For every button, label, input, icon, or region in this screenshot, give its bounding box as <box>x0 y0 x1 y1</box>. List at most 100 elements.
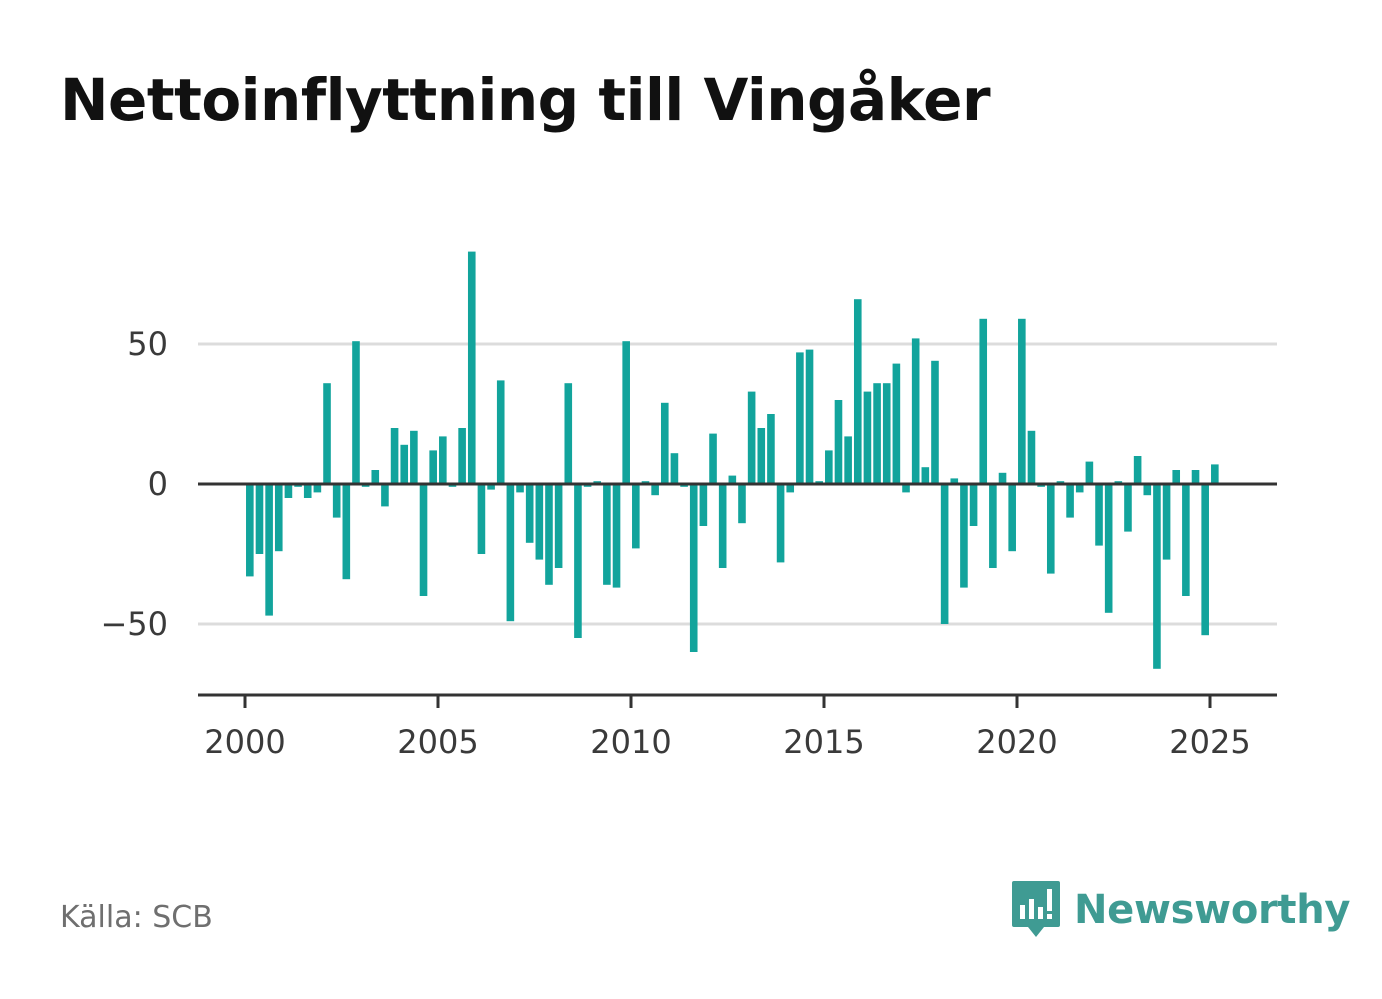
bar <box>525 484 534 543</box>
bar <box>574 484 582 638</box>
bar <box>381 484 389 507</box>
bar <box>1162 484 1171 560</box>
bar <box>535 484 544 560</box>
bar <box>805 349 814 484</box>
bar <box>284 484 293 498</box>
bar <box>352 341 360 484</box>
newsworthy-logo[interactable]: Newsworthy <box>1010 878 1351 942</box>
source-label: Källa: SCB <box>60 900 213 935</box>
chart-title: Nettoinflyttning till Vingåker <box>60 66 991 134</box>
bar <box>969 484 978 526</box>
bar <box>545 484 553 585</box>
y-tick-label: 0 <box>148 465 168 503</box>
bar <box>1066 484 1074 518</box>
bar <box>718 484 727 568</box>
bar <box>853 299 862 484</box>
bar <box>998 472 1007 484</box>
bar <box>989 484 997 568</box>
bar <box>979 318 988 484</box>
bar <box>496 380 505 484</box>
bar <box>844 436 852 484</box>
bar <box>265 484 273 616</box>
bar <box>660 402 669 484</box>
bar <box>747 391 756 484</box>
bar <box>921 467 930 484</box>
bar <box>632 484 640 549</box>
bar <box>612 484 621 588</box>
x-tick-label: 2025 <box>1169 723 1250 761</box>
bar <box>1143 484 1152 496</box>
bar <box>911 338 920 484</box>
bar <box>371 470 380 484</box>
bar <box>467 251 476 484</box>
bar <box>342 484 351 580</box>
bar <box>458 428 466 484</box>
bar <box>564 383 573 484</box>
x-tick-label: 2010 <box>590 723 671 761</box>
bar <box>1153 484 1161 669</box>
bar <box>651 484 659 496</box>
bar <box>1182 484 1190 596</box>
bar <box>1201 484 1209 636</box>
bar <box>825 450 833 484</box>
bar <box>400 444 409 484</box>
grid-lines <box>198 342 1277 626</box>
bar <box>410 430 418 484</box>
bar <box>390 428 399 484</box>
bar <box>960 484 968 588</box>
bar <box>554 484 563 568</box>
bar <box>506 484 515 622</box>
bar <box>892 363 901 484</box>
bar <box>255 484 264 554</box>
bar <box>699 484 708 526</box>
y-tick-label: −50 <box>100 605 168 643</box>
bar <box>1095 484 1103 546</box>
bar <box>603 484 611 585</box>
bar <box>1008 484 1016 552</box>
bar <box>1104 484 1113 613</box>
x-tick-label: 2000 <box>204 723 285 761</box>
bar <box>757 428 766 484</box>
brand-name: Newsworthy <box>1074 887 1351 933</box>
bar <box>1172 470 1181 484</box>
bar <box>274 484 283 552</box>
newsworthy-icon <box>1012 881 1060 937</box>
y-tick-label: 50 <box>127 325 168 363</box>
bars <box>246 251 1219 669</box>
x-tick-label: 2005 <box>397 723 478 761</box>
bar <box>419 484 428 596</box>
bar <box>873 383 881 484</box>
bar <box>622 341 630 484</box>
bar <box>516 484 524 493</box>
bar <box>1133 456 1142 484</box>
bar <box>1027 430 1036 484</box>
bar <box>1124 484 1132 532</box>
bar <box>882 383 891 484</box>
bar <box>1211 464 1219 484</box>
bar <box>689 484 698 652</box>
bar <box>767 414 775 484</box>
bar <box>786 484 795 493</box>
bar <box>728 475 737 484</box>
x-tick-label: 2015 <box>783 723 864 761</box>
bar <box>950 478 959 484</box>
bar <box>332 484 341 518</box>
bar <box>439 436 447 484</box>
bar <box>1191 470 1200 484</box>
bar <box>902 484 910 493</box>
bar <box>1075 484 1084 493</box>
bar <box>796 352 804 484</box>
bar <box>1018 318 1026 484</box>
bar <box>1046 484 1055 574</box>
bar <box>931 360 939 484</box>
bar <box>323 383 331 484</box>
bar <box>738 484 746 524</box>
bar <box>313 484 322 493</box>
bar <box>1085 461 1094 484</box>
bar <box>834 400 843 484</box>
axes: 50 0 −50 2000 2005 2010 2015 2020 2025 <box>100 325 1277 761</box>
bar <box>429 450 437 484</box>
bar <box>246 484 254 577</box>
bar <box>303 484 312 498</box>
